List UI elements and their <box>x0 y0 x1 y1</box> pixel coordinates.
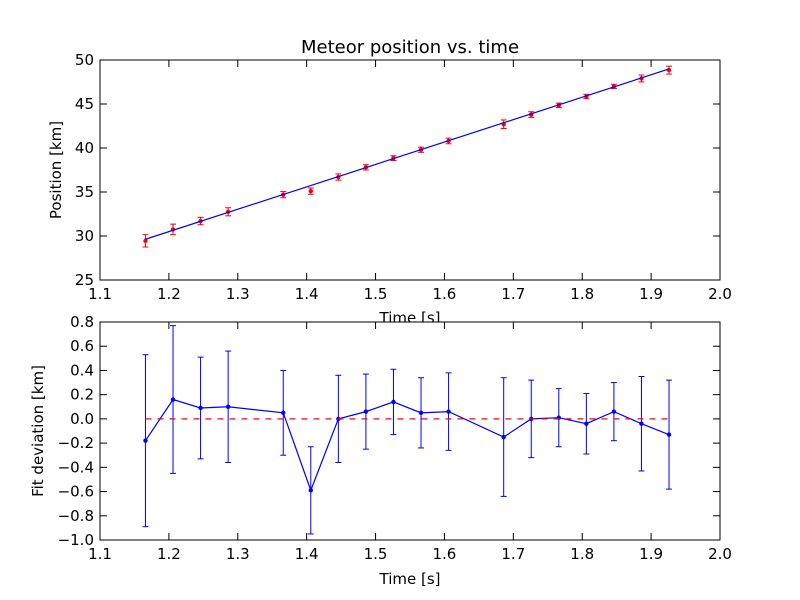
deviation-y-tick-label: 0.8 <box>70 313 94 331</box>
position-y-tick-label: 45 <box>75 95 94 113</box>
deviation-plot-marks <box>142 325 673 535</box>
data-point <box>308 488 313 493</box>
data-point <box>611 409 617 414</box>
position-x-tick-label: 1.7 <box>501 285 525 303</box>
data-point <box>391 399 396 405</box>
deviation-y-tick-label: −0.4 <box>58 458 94 476</box>
deviation-plot: 1.1 1.2 1.3 1.4 1.5 1.6 1.7 1.8 1.9 2.0 −1.0 −0.8 −0… <box>58 313 732 563</box>
position-x-tick-label: 2.0 <box>708 285 732 303</box>
position-x-tick-label: 1.6 <box>433 285 457 303</box>
data-point <box>584 421 589 426</box>
position-plot-area <box>100 60 720 280</box>
deviation-y-tick-label: −0.6 <box>58 483 94 501</box>
data-point <box>639 421 644 426</box>
deviation-x-tick-label: 1.6 <box>433 545 457 563</box>
data-point <box>418 410 424 416</box>
deviation-x-tick-label: 1.3 <box>226 545 250 563</box>
deviation-plot-area <box>100 322 720 540</box>
data-point <box>666 67 672 73</box>
position-x-tick-label: 1.3 <box>226 285 250 303</box>
position-y-tick-label: 50 <box>75 51 94 69</box>
deviation-y-tick-label: 0.2 <box>70 386 94 404</box>
deviation-x-tick-label: 2.0 <box>708 545 732 563</box>
deviation-plot-ticks: 1.1 1.2 1.3 1.4 1.5 1.6 1.7 1.8 1.9 2.0 −1.0 −0.8 −0… <box>58 313 732 563</box>
deviation-plot-x-axis-label: Time [s] <box>379 570 441 588</box>
position-x-tick-label: 1.2 <box>157 285 181 303</box>
fit-line <box>145 68 670 240</box>
position-y-tick-label: 30 <box>75 227 94 245</box>
data-point <box>281 410 286 416</box>
position-plot-ticks: 1.1 1.2 1.3 1.4 1.5 1.6 1.7 1.8 1.9 2.0 25 30 35 40 45… <box>75 51 732 303</box>
position-y-tick-label: 35 <box>75 183 94 201</box>
position-y-tick-label: 40 <box>75 139 94 157</box>
deviation-y-tick-label: −0.2 <box>58 434 94 452</box>
position-y-tick-label: 25 <box>75 271 94 289</box>
deviation-series-line <box>144 398 670 493</box>
position-plot-y-axis-label: Position [km] <box>47 121 65 219</box>
deviation-y-tick-label: −0.8 <box>58 507 94 525</box>
position-x-tick-label: 1.5 <box>364 285 388 303</box>
deviation-x-tick-label: 1.9 <box>639 545 663 563</box>
data-point <box>363 409 369 414</box>
position-x-tick-label: 1.9 <box>639 285 663 303</box>
position-x-tick-label: 1.1 <box>88 285 112 303</box>
data-point <box>501 434 506 440</box>
chart-title: Meteor position vs. time <box>301 37 519 58</box>
data-point <box>143 238 148 244</box>
deviation-y-tick-label: 0.6 <box>70 337 94 355</box>
position-plot-marks <box>142 65 673 248</box>
deviation-x-tick-label: 1.7 <box>501 545 525 563</box>
data-point <box>446 409 451 414</box>
deviation-plot-y-axis-label: Fit deviation [km] <box>29 365 47 497</box>
data-point <box>198 405 203 411</box>
position-plot: 1.1 1.2 1.3 1.4 1.5 1.6 1.7 1.8 1.9 2.0 25 30 35 40 45… <box>75 51 732 303</box>
deviation-x-tick-label: 1.5 <box>364 545 388 563</box>
deviation-x-tick-label: 1.2 <box>157 545 181 563</box>
data-point <box>225 404 231 409</box>
position-x-tick-label: 1.4 <box>295 285 319 303</box>
deviation-x-tick-label: 1.1 <box>88 545 112 563</box>
deviation-y-tick-label: −1.0 <box>58 531 94 549</box>
data-point <box>666 432 672 437</box>
deviation-x-tick-label: 1.8 <box>570 545 594 563</box>
position-plot-frame <box>99 59 721 281</box>
deviation-plot-frame <box>99 321 721 541</box>
position-x-tick-label: 1.8 <box>570 285 594 303</box>
deviation-y-tick-label: 0.4 <box>70 361 94 379</box>
data-point <box>308 188 313 194</box>
data-point <box>170 397 176 402</box>
deviation-y-tick-label: 0.0 <box>70 410 94 428</box>
data-point <box>143 438 148 443</box>
deviation-x-tick-label: 1.4 <box>295 545 319 563</box>
